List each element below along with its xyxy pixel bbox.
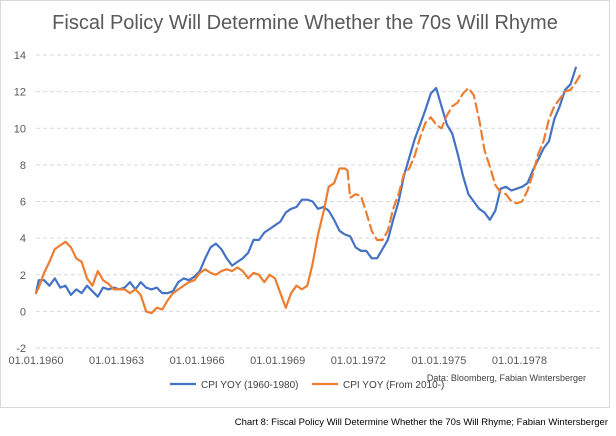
x-tick-label: 01.01.1960 [8,355,63,367]
series-line-2-solid [34,167,349,315]
source-note: Data: Bloomberg, Fabian Wintersberger [426,373,586,383]
x-tick-label: 01.01.1975 [411,355,466,367]
x-tick-label: 01.01.1963 [89,355,144,367]
y-tick-label: 4 [20,233,26,245]
y-tick-label: 6 [20,197,26,209]
legend-label-2: CPI YOY (From 2010-) [343,380,444,391]
chart-title: Fiscal Policy Will Determine Whether the… [52,12,558,34]
chart-frame [0,0,610,408]
y-tick-label: 12 [14,87,26,99]
y-tick-label: 0 [20,306,26,318]
y-tick-label: 10 [14,123,26,135]
x-tick-label: 01.01.1969 [250,355,305,367]
figure-caption: Chart 8: Fiscal Policy Will Determine Wh… [234,417,608,428]
series-line-2-dashed [346,72,583,242]
series-line-1 [34,66,577,298]
y-tick-label: 8 [20,160,26,172]
x-tick-label: 01.01.1972 [331,355,386,367]
x-axis-ticks: 01.01.1960 01.01.1963 01.01.1966 01.01.1969… [8,355,546,367]
legend-label-1: CPI YOY (1960-1980) [201,380,298,391]
y-tick-label: 2 [20,270,26,282]
x-tick-label: 01.01.1978 [492,355,547,367]
gridlines [36,54,600,349]
y-axis-ticks: -2 0 2 4 6 8 10 12 14 [14,50,26,355]
y-tick-label: 14 [14,50,26,62]
x-tick-label: 01.01.1966 [170,355,225,367]
series-lines [34,66,583,315]
y-tick-label: -2 [16,343,26,355]
legend: CPI YOY (1960-1980) CPI YOY (From 2010-) [170,380,444,391]
